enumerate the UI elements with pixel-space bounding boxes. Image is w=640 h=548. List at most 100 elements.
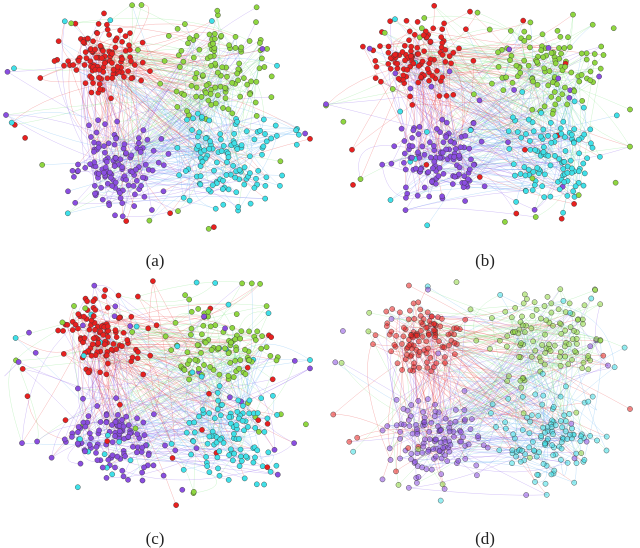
node [447, 138, 454, 145]
node [399, 49, 406, 55]
node [60, 328, 66, 334]
edge [397, 68, 601, 158]
node [577, 438, 584, 445]
edge [418, 365, 561, 374]
node [562, 327, 569, 334]
node [132, 191, 138, 198]
node [80, 313, 87, 320]
edge [22, 368, 123, 471]
edge [561, 327, 571, 443]
edge [390, 20, 544, 58]
node [415, 299, 422, 306]
node [120, 473, 127, 480]
node [552, 153, 558, 159]
node [232, 45, 239, 51]
node [237, 446, 244, 453]
node [432, 408, 439, 415]
node [580, 359, 587, 366]
node [206, 410, 213, 416]
edge [90, 340, 231, 349]
node [563, 383, 569, 390]
node [529, 313, 536, 319]
network-panel [4, 278, 313, 508]
edge [395, 369, 403, 472]
node [259, 333, 265, 339]
edge [413, 130, 568, 167]
edge [517, 22, 533, 133]
node [206, 117, 213, 124]
node [202, 135, 209, 142]
node [487, 345, 493, 352]
node [114, 118, 120, 125]
node [261, 64, 268, 70]
node [426, 193, 433, 200]
node [174, 104, 181, 110]
node [537, 133, 544, 140]
edge [85, 83, 117, 139]
node [465, 441, 472, 448]
node [532, 391, 539, 398]
node [562, 134, 568, 140]
node [428, 419, 435, 426]
node [132, 425, 139, 432]
node [406, 28, 413, 35]
node [252, 99, 259, 106]
node [190, 54, 197, 61]
node [412, 458, 418, 465]
node [443, 119, 450, 126]
node [175, 208, 181, 214]
node [419, 58, 426, 65]
node [220, 201, 227, 208]
edge [410, 312, 571, 417]
node [253, 19, 259, 25]
node [215, 397, 221, 404]
edge [89, 338, 241, 373]
node [441, 344, 448, 351]
node [273, 132, 280, 139]
node [443, 92, 450, 99]
node [388, 160, 395, 167]
node [203, 454, 209, 460]
edge [198, 345, 274, 397]
node [387, 197, 394, 203]
edge [177, 422, 192, 455]
node [200, 322, 207, 329]
edge [119, 355, 271, 406]
node [215, 465, 221, 472]
node [420, 443, 427, 450]
node [414, 431, 421, 437]
node [397, 108, 404, 115]
node [75, 385, 81, 392]
node [523, 492, 530, 498]
node [467, 306, 474, 313]
edge [416, 349, 540, 453]
edge [51, 404, 120, 458]
edge [416, 364, 545, 430]
node [86, 441, 93, 448]
node [121, 74, 127, 80]
node [233, 311, 240, 317]
node [541, 194, 548, 200]
edge [36, 374, 202, 442]
node [429, 313, 435, 320]
edge [351, 57, 412, 150]
node [102, 287, 109, 293]
node [387, 65, 394, 72]
node [19, 366, 26, 372]
node [226, 414, 233, 420]
node [502, 425, 509, 432]
edge [240, 283, 253, 402]
edge [123, 438, 240, 477]
node [504, 378, 511, 384]
node [104, 159, 110, 165]
edge [216, 348, 262, 443]
edge [147, 66, 181, 140]
node [426, 332, 432, 338]
edge [121, 345, 172, 444]
node [372, 75, 379, 81]
edge [504, 343, 578, 423]
node [537, 358, 544, 365]
edge [87, 285, 105, 455]
edge [410, 66, 442, 153]
node [11, 65, 17, 72]
